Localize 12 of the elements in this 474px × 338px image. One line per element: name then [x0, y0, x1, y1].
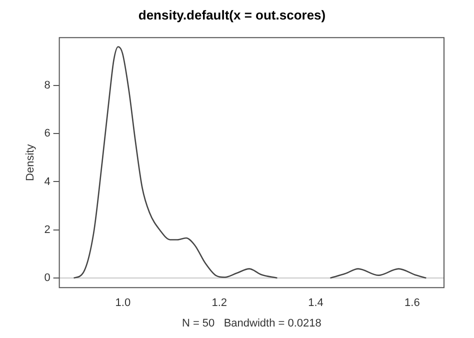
y-tick-label: 2 — [44, 224, 50, 236]
x-tick-label: 1.0 — [115, 297, 131, 310]
y-axis-title: Density — [24, 144, 37, 181]
y-tick-label: 6 — [44, 128, 50, 140]
y-tick-label: 0 — [44, 272, 50, 284]
y-tick-label: 8 — [44, 80, 50, 92]
y-tick-label: 4 — [44, 176, 50, 188]
x-tick-label: 1.2 — [212, 297, 228, 310]
chart-title: density.default(x = out.scores) — [138, 7, 326, 22]
x-tick-label: 1.6 — [404, 297, 420, 310]
x-tick-label: 1.4 — [308, 297, 324, 310]
x-axis-title: N = 50 Bandwidth = 0.0218 — [182, 317, 322, 330]
